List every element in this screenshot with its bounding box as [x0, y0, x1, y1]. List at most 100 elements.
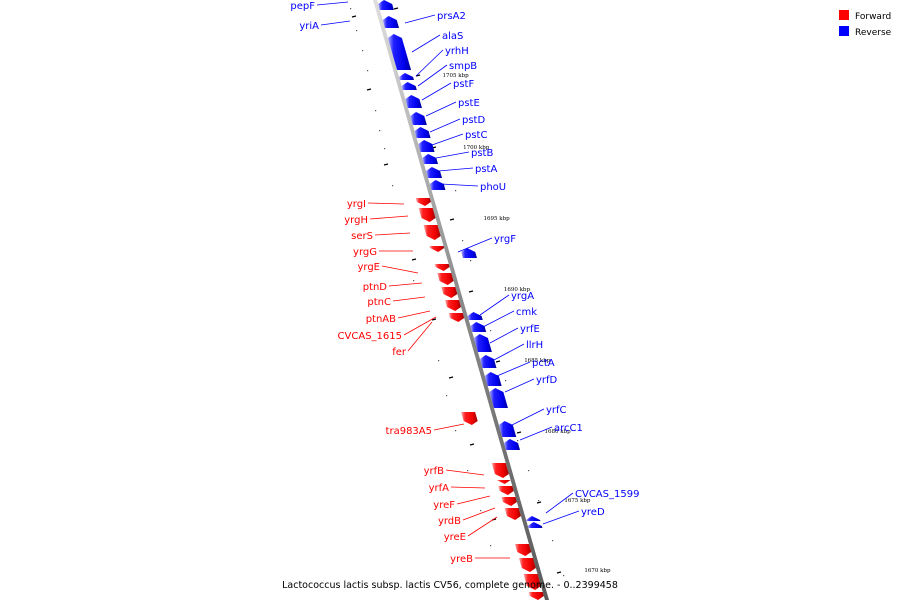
gene-label[interactable]: cmk: [516, 307, 537, 318]
leader-line: [392, 296, 426, 302]
gene-label[interactable]: yrfB: [424, 466, 445, 477]
gene-label[interactable]: pstF: [453, 79, 474, 90]
legend-swatch-reverse: [839, 26, 849, 36]
leader-line: [445, 469, 485, 476]
forward-gene-feature: [437, 273, 454, 285]
gene-label[interactable]: ptnAB: [366, 314, 396, 325]
gene-label[interactable]: pepF: [290, 1, 315, 12]
legend: Forward Reverse: [839, 10, 892, 38]
leader-line: [433, 423, 465, 431]
leader-line: [489, 327, 519, 344]
tick-label: 1675 kbp: [564, 498, 591, 504]
leader-line: [369, 215, 409, 220]
tick-marks: [351, 7, 562, 574]
gene-label[interactable]: yrfA: [429, 483, 450, 494]
gene-label[interactable]: pstB: [471, 148, 493, 159]
leader-line: [388, 282, 423, 287]
leader-line: [411, 34, 441, 53]
leader-line: [496, 361, 531, 377]
gene-label[interactable]: prsA2: [437, 11, 466, 22]
leader-line: [435, 151, 470, 159]
gene-label[interactable]: pstA: [475, 164, 497, 175]
gene-label[interactable]: yrfC: [546, 405, 567, 416]
forward-gene-feature: [514, 544, 532, 556]
gene-label[interactable]: yrgH: [344, 215, 368, 226]
gene-label[interactable]: yrfD: [536, 375, 558, 386]
label-leaders: [316, 1, 580, 559]
gene-label[interactable]: serS: [351, 231, 373, 242]
tick-label: 1685 kbp: [524, 358, 551, 364]
tick-label: 1670 kbp: [584, 568, 611, 574]
gene-label[interactable]: pctA: [532, 358, 555, 369]
reverse-gene-feature: [418, 140, 435, 152]
gene-label[interactable]: yrhH: [445, 46, 469, 57]
gene-label[interactable]: yreF: [433, 500, 455, 511]
gene-label[interactable]: yrgE: [357, 262, 380, 273]
leader-line: [440, 183, 479, 187]
forward-gene-feature: [498, 486, 514, 495]
leader-line: [482, 310, 515, 328]
reverse-gene-feature: [526, 516, 541, 521]
gene-label[interactable]: yrgG: [353, 247, 377, 258]
reverse-gene-feature: [401, 82, 417, 90]
gene-label[interactable]: CVCAS_1615: [338, 331, 402, 342]
forward-gene-feature: [429, 246, 445, 252]
reverse-gene-feature: [378, 0, 394, 10]
leader-line: [415, 49, 444, 77]
leader-line: [457, 237, 493, 253]
reverse-gene-feature: [414, 127, 431, 138]
reverse-gene-feature: [527, 522, 543, 528]
gene-label[interactable]: smpB: [449, 61, 477, 72]
leader-line: [429, 118, 461, 133]
gene-label[interactable]: alaS: [442, 31, 463, 42]
gene-label[interactable]: yreB: [450, 554, 473, 565]
forward-gene-feature: [448, 313, 465, 322]
leader-line: [456, 495, 491, 505]
reverse-gene-feature: [426, 167, 443, 178]
gene-label[interactable]: ptnC: [367, 297, 391, 308]
leader-line: [320, 20, 351, 26]
gene-label[interactable]: CVCAS_1599: [575, 489, 639, 500]
forward-gene-feature: [423, 225, 441, 240]
gene-label[interactable]: yreD: [581, 507, 605, 518]
reverse-gene-feature: [461, 248, 477, 258]
reverse-gene-feature: [473, 334, 492, 352]
gene-label[interactable]: pstD: [462, 115, 485, 126]
gene-label[interactable]: yrdB: [438, 516, 461, 527]
gene-label[interactable]: yriA: [299, 21, 319, 32]
reverse-gene-feature: [470, 322, 487, 332]
gene-label[interactable]: yrgA: [511, 291, 534, 302]
genome-backbone: [373, 0, 549, 600]
gene-label[interactable]: yreE: [444, 532, 466, 543]
gene-labels: prsA2 alaS yrhH smpB pstF pstE pstD pstC pstB pst…: [290, 1, 639, 565]
leader-line: [545, 492, 574, 514]
gene-label[interactable]: arcC1: [554, 423, 583, 434]
tick-label: 1700 kbp: [463, 145, 490, 151]
leader-line: [374, 232, 411, 236]
gene-label[interactable]: yrfE: [520, 324, 540, 335]
leader-line: [511, 408, 545, 426]
gene-label[interactable]: fer: [392, 347, 407, 358]
forward-gene-feature: [461, 412, 478, 425]
gene-label[interactable]: pstC: [465, 130, 487, 141]
forward-gene-feature: [501, 497, 517, 506]
gene-features: [378, 0, 544, 600]
leader-line: [403, 316, 437, 336]
gene-label[interactable]: ptnD: [363, 282, 388, 293]
gene-label[interactable]: phoU: [480, 182, 506, 193]
forward-gene-feature: [445, 300, 462, 311]
gene-label[interactable]: yrgF: [494, 234, 516, 245]
legend-label-reverse: Reverse: [855, 28, 892, 38]
gene-label[interactable]: pstE: [458, 98, 480, 109]
guide-dots: [350, 8, 492, 547]
reverse-gene-feature: [467, 312, 483, 320]
gene-label[interactable]: tra983A5: [386, 426, 432, 437]
leader-line: [450, 486, 486, 489]
leader-line: [479, 294, 510, 316]
gene-label[interactable]: llrH: [526, 340, 543, 351]
reverse-gene-feature: [422, 154, 439, 164]
leader-line: [504, 378, 535, 393]
leader-line: [542, 510, 580, 525]
gene-label[interactable]: yrgI: [347, 199, 366, 210]
